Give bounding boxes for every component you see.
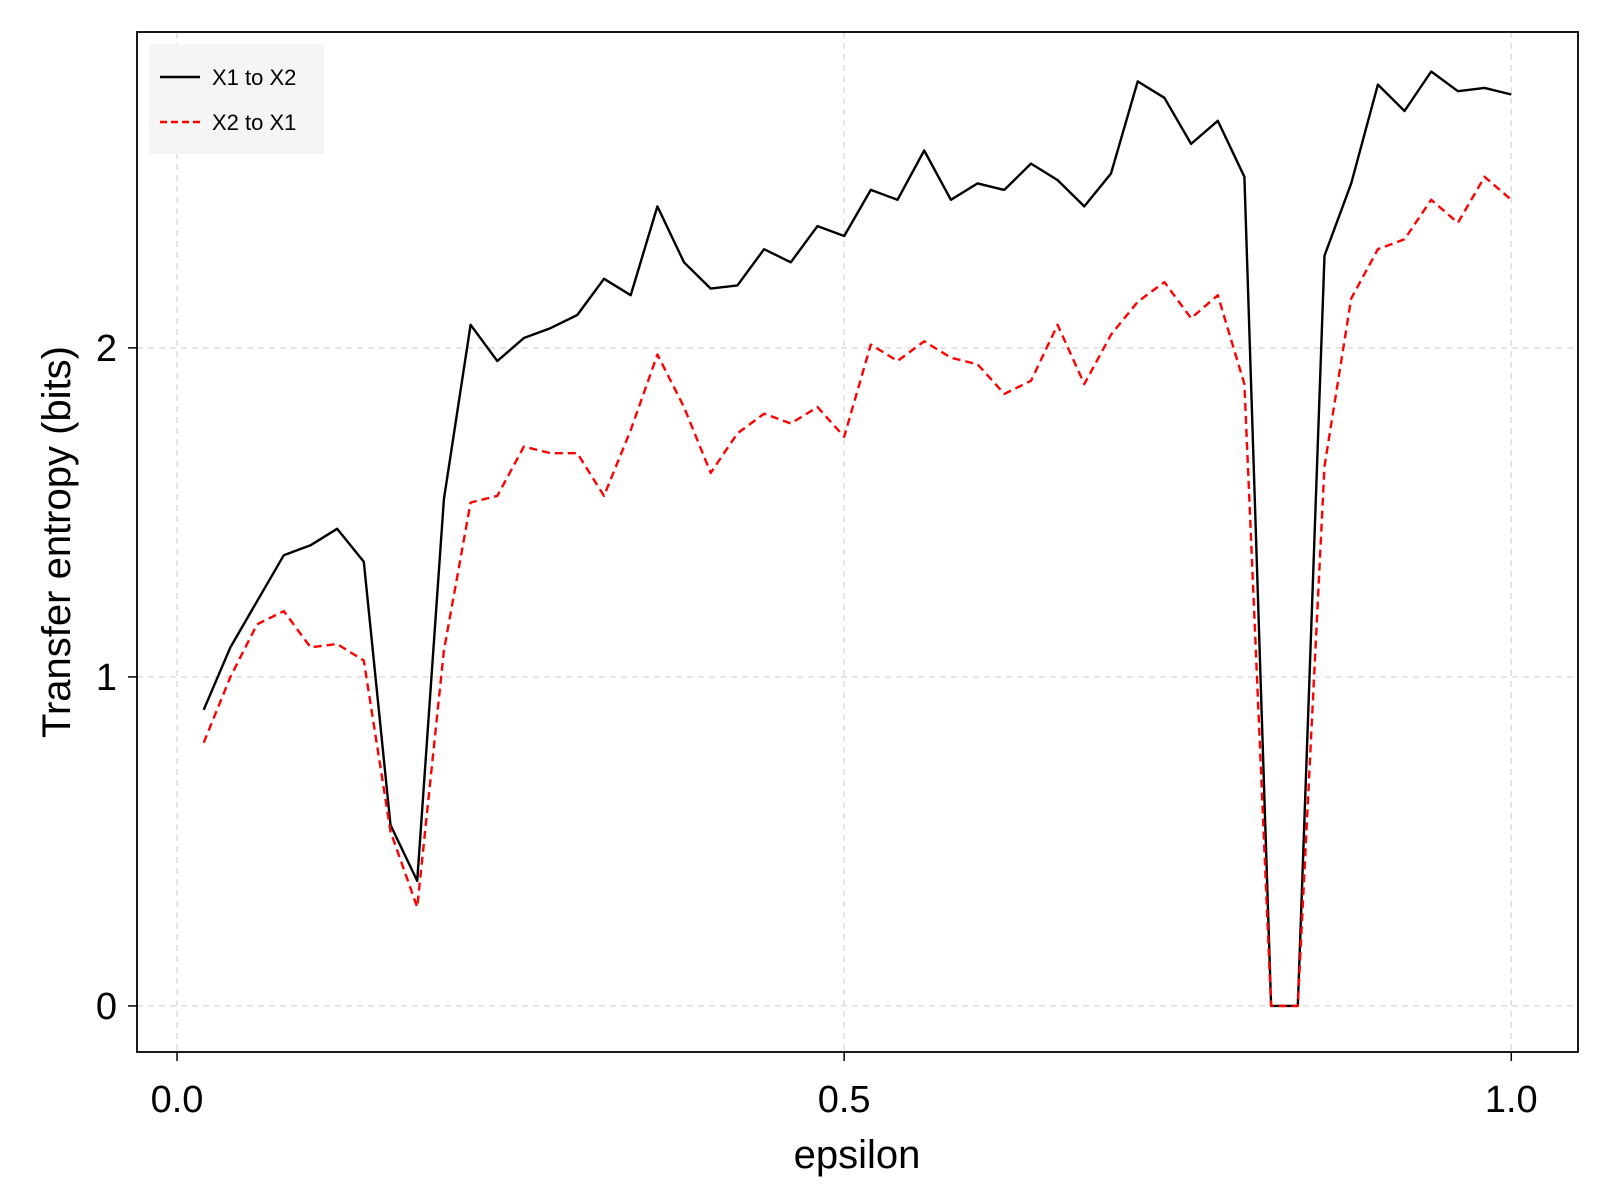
x-axis-title: epsilon — [794, 1133, 921, 1177]
x-tick-label: 1.0 — [1485, 1079, 1538, 1121]
series-lines — [202, 70, 1513, 1008]
legend: X1 to X2 X2 to X1 — [149, 44, 324, 154]
x-tick-label: 0.0 — [151, 1079, 204, 1121]
grid-lines — [137, 32, 1578, 1052]
series-line-x2-to-x1 — [202, 175, 1513, 1008]
x-tick-label: 0.5 — [818, 1079, 871, 1121]
axis-ticks: 0.0 0.5 1.0 0 1 2 — [96, 328, 1538, 1121]
legend-label: X2 to X1 — [212, 110, 296, 135]
y-axis-title: Transfer entropy (bits) — [35, 346, 79, 738]
y-tick-label: 2 — [96, 328, 117, 370]
y-tick-label: 0 — [96, 986, 117, 1028]
legend-label: X1 to X2 — [212, 65, 296, 90]
y-tick-label: 1 — [96, 657, 117, 699]
plot-frame — [136, 31, 1579, 1053]
series-line-x1-to-x2 — [202, 70, 1512, 1008]
legend-box — [149, 44, 324, 154]
